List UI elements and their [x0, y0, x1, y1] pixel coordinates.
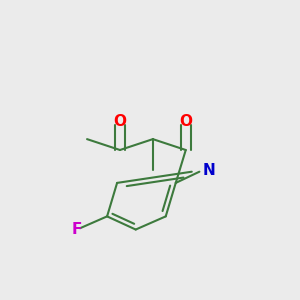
Text: O: O — [179, 115, 192, 130]
Text: F: F — [72, 222, 82, 237]
Text: O: O — [113, 115, 127, 130]
Text: N: N — [203, 163, 216, 178]
